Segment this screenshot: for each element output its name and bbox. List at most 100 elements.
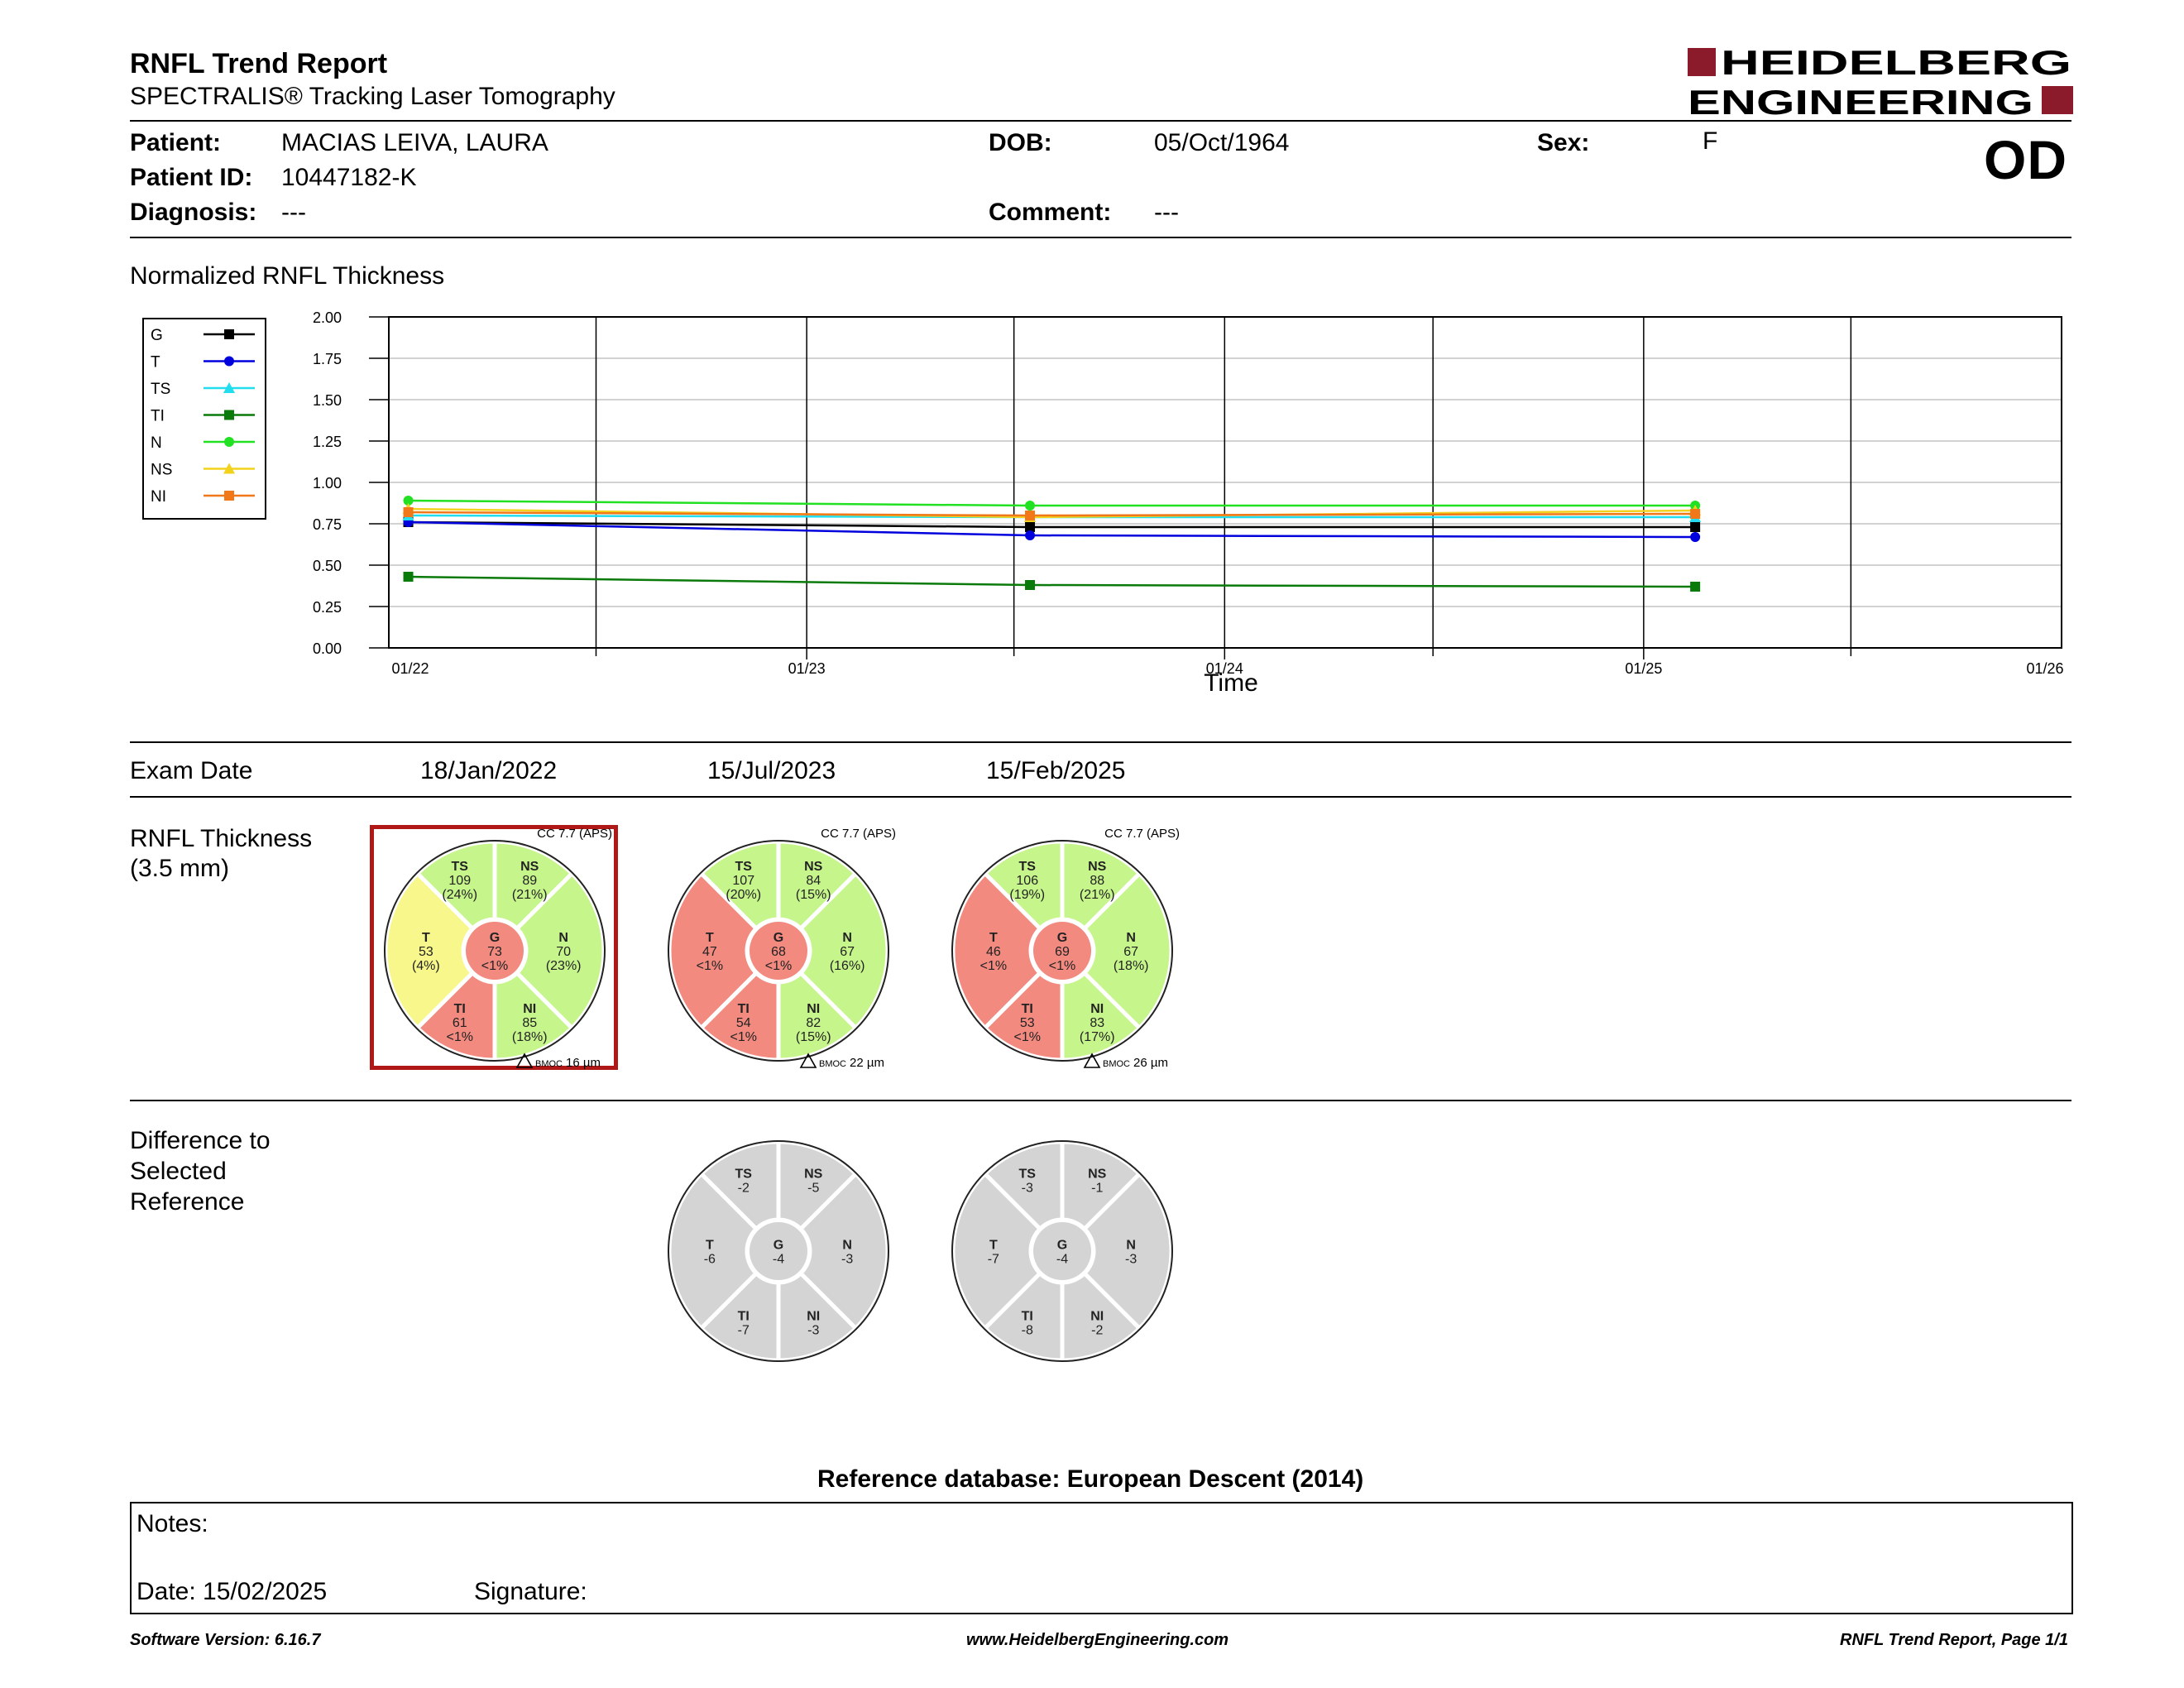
diff-exam2-pie: N-3NS-5TS-2T-6TI-7NI-3G-4 xyxy=(667,1139,890,1363)
rnfl-exam1-t-value: 53 xyxy=(419,945,433,959)
legend-label-ti: TI xyxy=(151,408,165,425)
rnfl-exam2-ns-percent: (15%) xyxy=(796,888,831,902)
rnfl-exam2-bmoc-label: BMOC xyxy=(819,1059,846,1069)
diff-exam2-sector-ni xyxy=(776,1270,859,1363)
diff-exam3-ns-name: NS xyxy=(1088,1168,1107,1182)
legend-marker-ni xyxy=(224,491,234,501)
rnfl-exam3-sector-t xyxy=(951,870,1043,1031)
x-axis-label: Time xyxy=(1204,669,1258,697)
legend-marker-ns xyxy=(223,463,235,474)
diff-exam2-n-value: -3 xyxy=(841,1253,853,1267)
rnfl-exam3-g-value: 69 xyxy=(1055,945,1070,959)
diff-exam2-ts-value: -2 xyxy=(738,1182,750,1196)
y-tick-label: 0.25 xyxy=(313,599,342,616)
rnfl-exam1-ts-percent: (24%) xyxy=(442,888,477,902)
dob-value: 05/Oct/1964 xyxy=(1154,129,1290,156)
rnfl-exam1-g-value: 73 xyxy=(487,945,502,959)
rnfl-exam2-ti-value: 54 xyxy=(736,1016,751,1030)
rnfl-exam3-delta-icon xyxy=(1083,1053,1101,1068)
rnfl-exam1-sector-n xyxy=(514,870,606,1031)
diff-exam3-n-value: -3 xyxy=(1125,1253,1137,1267)
rnfl-exam3-g-percent: <1% xyxy=(1049,959,1075,973)
rnfl-exam2-pie: N67(16%)NS84(15%)TS107(20%)T47<1%TI54<1%… xyxy=(667,839,890,1062)
rnfl-exam1-sector-ti xyxy=(414,970,497,1062)
diff-exam3-sector-ni xyxy=(1060,1270,1142,1363)
rnfl-exam2-sector-ti xyxy=(698,970,781,1062)
rnfl-exam1-n-percent: (23%) xyxy=(546,959,582,973)
diff-exam3-ni-name: NI xyxy=(1090,1309,1104,1323)
rnfl-exam2-ni-value: 82 xyxy=(806,1016,821,1030)
legend-marker-ts xyxy=(223,382,235,393)
diff-exam3-sector-ts xyxy=(982,1139,1065,1232)
exam-divider xyxy=(130,796,2071,798)
rnfl-exam3-ns-value: 88 xyxy=(1090,874,1104,888)
rnfl-exam2-sector-ns xyxy=(776,839,859,932)
diff-exam3-g-name: G xyxy=(1057,1239,1067,1253)
footer-software-version: Software Version: 6.16.7 xyxy=(130,1631,321,1649)
rnfl-exam2-ti-name: TI xyxy=(738,1002,750,1016)
diff-exam3-sector-t xyxy=(951,1171,1043,1331)
rnfl-exam3-ts-value: 106 xyxy=(1016,874,1038,888)
diff-label-2: Selected xyxy=(130,1158,227,1185)
rnfl-exam1-ti-name: TI xyxy=(454,1002,466,1016)
data-point-ni xyxy=(403,507,414,517)
rnfl-exam1-bmoc-label: BMOC xyxy=(535,1059,563,1069)
rnfl-exam2-ts-percent: (20%) xyxy=(726,888,761,902)
rnfl-exam3-pie: N67(18%)NS88(21%)TS106(19%)T46<1%TI53<1%… xyxy=(951,839,1174,1062)
diff-exam3-ti-value: -8 xyxy=(1022,1323,1033,1337)
rnfl-exam3-ti-name: TI xyxy=(1022,1002,1033,1016)
rnfl-exam3-sector-ns xyxy=(1060,839,1142,932)
diff-exam3-sector-ns xyxy=(1060,1139,1142,1232)
patient-id: 10447182-K xyxy=(281,164,417,191)
rnfl-exam2-n-value: 67 xyxy=(840,945,855,959)
rnfl-exam2-delta-icon xyxy=(799,1053,817,1068)
x-tick-label: 01/26 xyxy=(2026,660,2063,677)
dob-label: DOB: xyxy=(989,129,1052,156)
diff-exam3-ts-name: TS xyxy=(1019,1168,1037,1182)
legend-entries: GT TS TI N NS NI xyxy=(151,327,255,506)
rnfl-exam1-outline xyxy=(384,840,606,1062)
comment-value: --- xyxy=(1154,199,1179,226)
heidelberg-logo: HEIDELBERG ENGINEERING xyxy=(1688,43,2073,119)
legend-marker-ti xyxy=(224,410,234,420)
report-title: RNFL Trend Report xyxy=(130,48,388,79)
diff-exam3-ts-value: -3 xyxy=(1022,1182,1033,1196)
rnfl-exam3-n-value: 67 xyxy=(1123,945,1138,959)
rnfl-exam1-sector-ts xyxy=(414,839,497,932)
diff-exam2-sector-ti xyxy=(698,1270,781,1363)
rnfl-exam3-sector-ni xyxy=(1060,970,1142,1062)
diff-exam2-ni-value: -3 xyxy=(807,1323,819,1337)
data-point-ti xyxy=(403,572,414,582)
y-tick-label: 0.50 xyxy=(313,558,342,574)
data-point-t xyxy=(1690,532,1701,542)
notes-box: Notes: Date: 15/02/2025 Signature: xyxy=(130,1502,2073,1614)
diff-exam2-sector-g xyxy=(750,1222,807,1280)
rnfl-exam3-outline xyxy=(951,840,1173,1062)
rnfl-exam2-g-percent: <1% xyxy=(765,959,792,973)
diff-exam3-ns-value: -1 xyxy=(1091,1182,1103,1196)
diff-exam2-t-value: -6 xyxy=(704,1253,716,1267)
rnfl-exam2-sector-ts xyxy=(698,839,781,932)
rnfl-exam2-ns-value: 84 xyxy=(806,874,821,888)
rnfl-exam1-t-percent: (4%) xyxy=(412,959,440,973)
rnfl-exam3-g-name: G xyxy=(1057,931,1067,945)
rnfl-exam3-ns-percent: (21%) xyxy=(1080,888,1115,902)
diff-exam2-sector-ts xyxy=(698,1139,781,1232)
rnfl-exam2-ni-percent: (15%) xyxy=(796,1030,831,1044)
legend-label-t: T xyxy=(151,354,160,372)
rnfl-exam3-bmoc-value: 26 µm xyxy=(1133,1056,1168,1070)
rnfl-exam2-sector-ni xyxy=(776,970,859,1062)
rnfl-exam2-ns-name: NS xyxy=(804,860,823,874)
patient-id-label: Patient ID: xyxy=(130,164,253,191)
rnfl-exam2-g-value: 68 xyxy=(771,945,786,959)
rnfl-exam2-cc: CC 7.7 (APS) xyxy=(821,827,896,841)
data-point-ti xyxy=(1025,580,1036,590)
rnfl-exam3-ni-value: 83 xyxy=(1090,1016,1104,1030)
notes-label: Notes: xyxy=(136,1510,208,1537)
exam-date-2: 15/Jul/2023 xyxy=(707,757,836,784)
y-tick-label: 1.75 xyxy=(313,351,342,367)
diagnosis-value: --- xyxy=(281,199,306,226)
rnfl-exam2-ti-percent: <1% xyxy=(730,1030,757,1044)
rnfl-exam3-ni-percent: (17%) xyxy=(1080,1030,1115,1044)
chart-title: Normalized RNFL Thickness xyxy=(130,262,445,290)
